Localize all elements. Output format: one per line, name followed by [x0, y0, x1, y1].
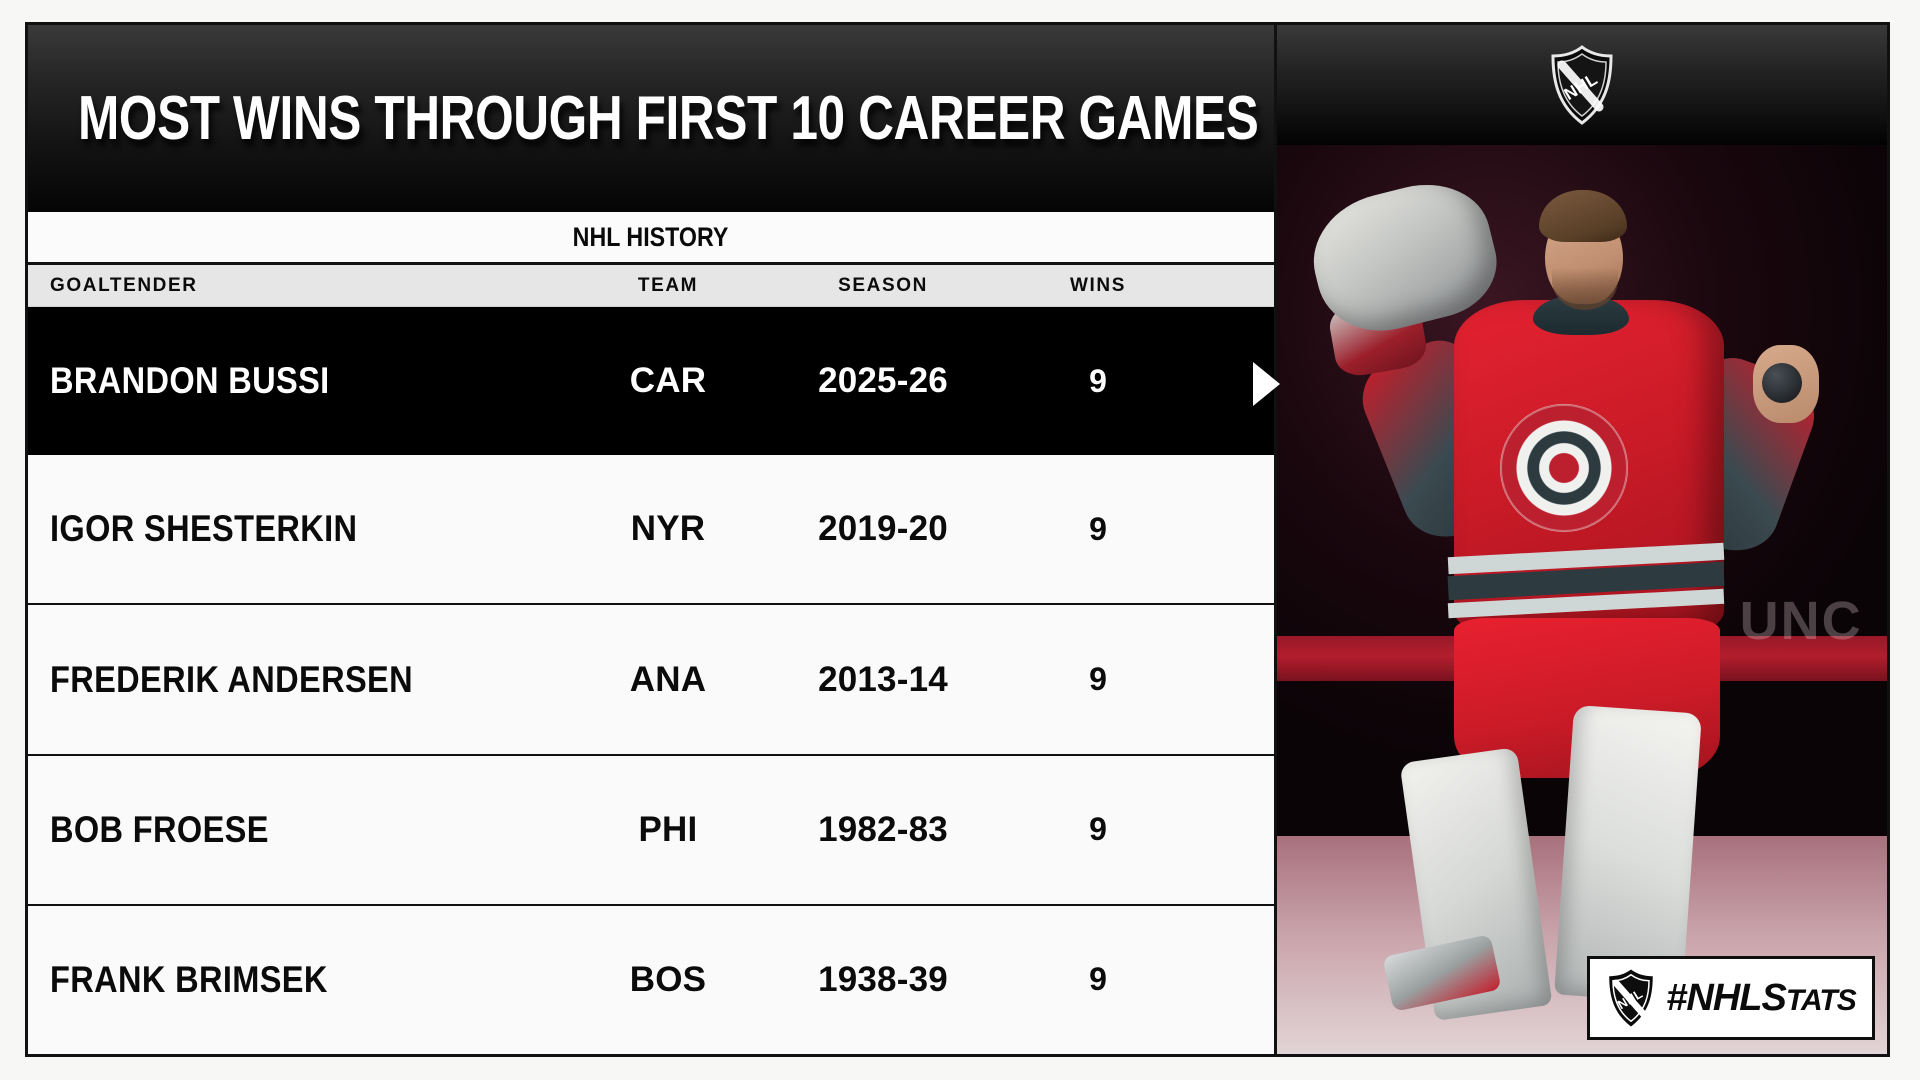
cell-goaltender: BRANDON BUSSI	[50, 360, 330, 402]
boards-advertisement: UNC	[1739, 591, 1863, 652]
cell-season: 1938-39	[818, 959, 948, 999]
subtitle: NHL HISTORY	[573, 221, 729, 252]
column-header-wins: WINS	[1069, 274, 1126, 296]
photo-header-bar: NHL	[1277, 25, 1887, 145]
table-row[interactable]: IGOR SHESTERKIN NYR 2019-20 9	[28, 455, 1274, 606]
cell-goaltender: BOB FROESE	[50, 808, 269, 850]
cell-wins: 9	[1089, 961, 1107, 998]
table-row[interactable]: BOB FROESE PHI 1982-83 9	[28, 755, 1274, 906]
cell-wins: 9	[1089, 811, 1107, 848]
cell-team: PHI	[638, 809, 698, 849]
cell-season: 2025-26	[818, 361, 948, 401]
table-row[interactable]: FRANK BRIMSEK BOS 1938-39 9	[28, 905, 1274, 1055]
stats-table-panel: MOST WINS THROUGH FIRST 10 CAREER GAMES …	[25, 22, 1280, 1057]
page-title: MOST WINS THROUGH FIRST 10 CAREER GAMES	[78, 83, 1259, 153]
cell-team: NYR	[630, 509, 706, 549]
nhl-shield-icon: NHL	[1549, 45, 1615, 125]
goaltender-figure	[1277, 145, 1887, 1054]
cell-team: BOS	[629, 959, 707, 999]
goalie-beard	[1551, 267, 1618, 310]
cell-goaltender: FRANK BRIMSEK	[50, 958, 328, 1000]
cell-team: CAR	[629, 361, 707, 401]
badge-hash-nhl: #NHL	[1666, 976, 1762, 1019]
cell-wins: 9	[1089, 362, 1107, 399]
nhl-stats-badge: NHL #NHLSTATS	[1587, 956, 1875, 1040]
cell-wins: 9	[1089, 661, 1107, 697]
arena-photo: UNC	[1277, 145, 1887, 1054]
cell-goaltender: FREDERIK ANDERSEN	[50, 658, 413, 700]
table-rows: BRANDON BUSSI CAR 2025-26 9 IGOR SHESTER…	[28, 307, 1274, 1055]
hockey-puck-icon	[1761, 363, 1802, 404]
cell-season: 2019-20	[818, 509, 948, 549]
title-bar: MOST WINS THROUGH FIRST 10 CAREER GAMES	[28, 25, 1274, 212]
nhl-shield-icon: NHL	[1606, 968, 1656, 1028]
subtitle-band: NHL HISTORY	[28, 212, 1274, 265]
column-header-season: SEASON	[838, 274, 928, 296]
table-row[interactable]: BRANDON BUSSI CAR 2025-26 9	[28, 307, 1274, 456]
badge-stats-s: S	[1761, 976, 1787, 1019]
hurricanes-crest-icon	[1499, 404, 1628, 533]
cell-season: 1982-83	[818, 809, 948, 849]
cell-team: ANA	[629, 659, 707, 699]
cell-wins: 9	[1089, 510, 1107, 547]
table-row[interactable]: FREDERIK ANDERSEN ANA 2013-14 9	[28, 605, 1274, 756]
badge-stats-rest: TATS	[1785, 983, 1857, 1017]
cell-goaltender: IGOR SHESTERKIN	[50, 508, 358, 550]
goalie-hair	[1539, 190, 1628, 243]
player-photo-panel: NHL UNC	[1277, 22, 1890, 1057]
cell-season: 2013-14	[818, 659, 948, 699]
nhl-stats-wordmark: #NHLSTATS	[1666, 976, 1857, 1020]
column-header-team: TEAM	[637, 274, 699, 296]
table-column-headers: GOALTENDER TEAM SEASON WINS	[28, 265, 1274, 307]
nhl-stats-graphic: MOST WINS THROUGH FIRST 10 CAREER GAMES …	[25, 22, 1893, 1057]
column-header-goaltender: GOALTENDER	[50, 274, 198, 296]
